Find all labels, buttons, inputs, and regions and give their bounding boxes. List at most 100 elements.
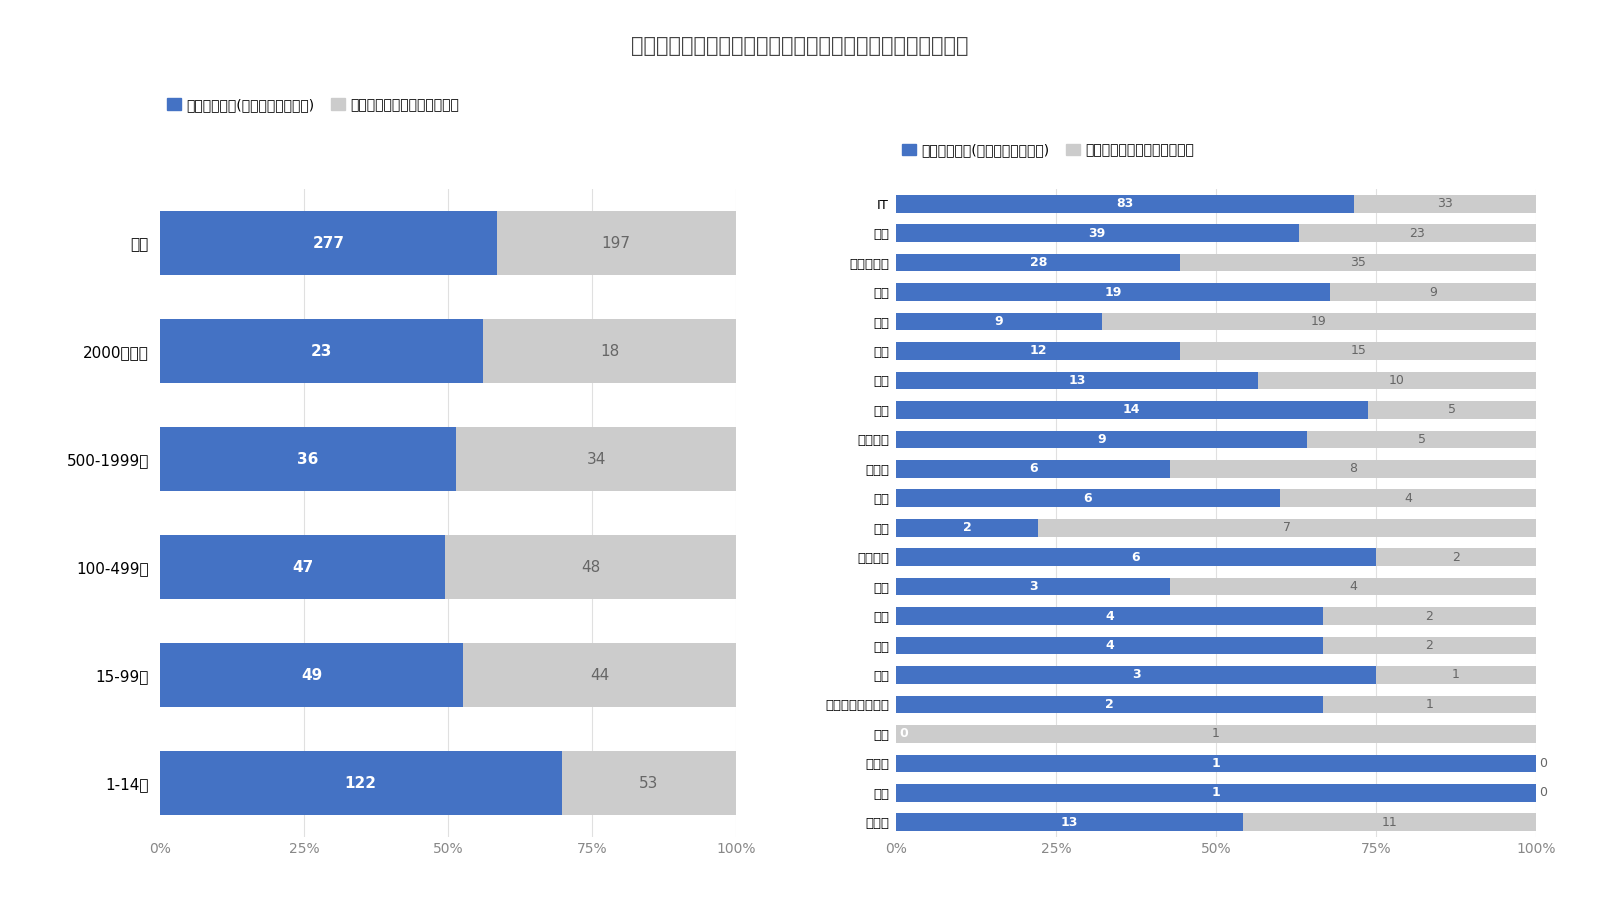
Bar: [160, 297, 736, 405]
Text: 電子契約を全社または一部門以上で利用している企業の割合: 電子契約を全社または一部門以上で利用している企業の割合: [632, 36, 968, 56]
Text: 4: 4: [1106, 609, 1114, 623]
Bar: [1243, 814, 1536, 831]
Bar: [896, 248, 1536, 277]
Bar: [896, 395, 1536, 425]
Text: 44: 44: [590, 668, 610, 682]
Bar: [896, 277, 1536, 307]
Bar: [896, 636, 1323, 654]
Text: 10: 10: [1389, 374, 1405, 387]
Bar: [896, 224, 1299, 242]
Text: 1: 1: [1213, 727, 1219, 741]
Text: 8: 8: [1349, 463, 1357, 475]
Bar: [896, 425, 1536, 454]
Text: 15: 15: [1350, 345, 1366, 357]
Bar: [896, 754, 1536, 772]
Bar: [896, 608, 1323, 625]
Text: 36: 36: [298, 452, 318, 466]
Text: 0: 0: [1539, 757, 1547, 770]
Bar: [896, 666, 1376, 684]
Bar: [896, 483, 1536, 513]
Text: 0: 0: [1539, 787, 1547, 799]
Text: 12: 12: [1029, 345, 1046, 357]
Bar: [896, 814, 1243, 831]
Bar: [896, 337, 1536, 365]
Bar: [896, 601, 1536, 631]
Bar: [896, 372, 1258, 390]
Bar: [896, 454, 1536, 483]
Text: 1: 1: [1453, 669, 1459, 681]
Text: 5: 5: [1418, 433, 1426, 446]
Text: 197: 197: [602, 236, 630, 250]
Text: 3: 3: [1131, 669, 1141, 681]
Bar: [896, 784, 1536, 802]
Bar: [160, 729, 736, 837]
Bar: [160, 513, 736, 621]
Bar: [1170, 460, 1536, 478]
Bar: [896, 572, 1536, 601]
Text: 49: 49: [301, 668, 322, 682]
Text: 4: 4: [1405, 491, 1411, 505]
Bar: [896, 519, 1038, 536]
Bar: [896, 254, 1181, 272]
Bar: [896, 719, 1536, 749]
Bar: [1038, 519, 1536, 536]
Bar: [896, 460, 1170, 478]
Text: 14: 14: [1123, 403, 1141, 417]
Bar: [456, 427, 736, 491]
Bar: [896, 307, 1536, 337]
Legend: 利用している(全社・一部門以上), 利用していない・わからない: 利用している(全社・一部門以上), 利用していない・わからない: [162, 93, 466, 117]
Bar: [896, 631, 1536, 661]
Bar: [160, 427, 456, 491]
Text: 7: 7: [1283, 521, 1291, 535]
Text: 0: 0: [899, 727, 907, 741]
Bar: [562, 751, 736, 815]
Text: 4: 4: [1106, 639, 1114, 652]
Bar: [896, 513, 1536, 543]
Text: 1: 1: [1211, 787, 1221, 799]
Bar: [896, 807, 1536, 837]
Bar: [896, 696, 1323, 714]
Text: 9: 9: [1098, 433, 1106, 446]
Text: 48: 48: [581, 560, 600, 574]
Bar: [896, 195, 1354, 212]
Bar: [896, 725, 1536, 742]
Text: 2: 2: [1453, 551, 1459, 563]
Text: 53: 53: [638, 776, 659, 790]
Bar: [896, 189, 1536, 219]
Bar: [896, 401, 1368, 419]
Bar: [1181, 342, 1536, 360]
Bar: [160, 319, 483, 383]
Text: 2: 2: [1426, 639, 1434, 652]
Text: 6: 6: [1131, 551, 1141, 563]
Text: 277: 277: [312, 236, 344, 250]
Bar: [1323, 608, 1536, 625]
Text: 19: 19: [1104, 285, 1122, 299]
Bar: [1102, 312, 1536, 330]
Bar: [896, 778, 1536, 807]
Text: 23: 23: [1410, 227, 1426, 239]
Bar: [1376, 548, 1536, 566]
Bar: [896, 661, 1536, 689]
Bar: [896, 219, 1536, 248]
Text: 6: 6: [1083, 491, 1093, 505]
Text: 13: 13: [1069, 374, 1085, 387]
Bar: [896, 342, 1181, 360]
Bar: [1307, 430, 1536, 448]
Bar: [1181, 254, 1536, 272]
Bar: [496, 211, 736, 275]
Bar: [1368, 401, 1536, 419]
Bar: [160, 621, 736, 729]
Bar: [160, 535, 445, 599]
Bar: [1258, 372, 1536, 390]
Text: 33: 33: [1437, 197, 1453, 211]
Text: 4: 4: [1349, 580, 1357, 593]
Text: 122: 122: [344, 776, 376, 790]
Bar: [1323, 696, 1536, 714]
Text: 39: 39: [1088, 227, 1106, 239]
Bar: [1280, 490, 1536, 507]
Text: 2: 2: [1426, 609, 1434, 623]
Text: 11: 11: [1381, 815, 1397, 829]
Text: 28: 28: [1029, 256, 1046, 269]
Bar: [1299, 224, 1536, 242]
Bar: [896, 548, 1376, 566]
